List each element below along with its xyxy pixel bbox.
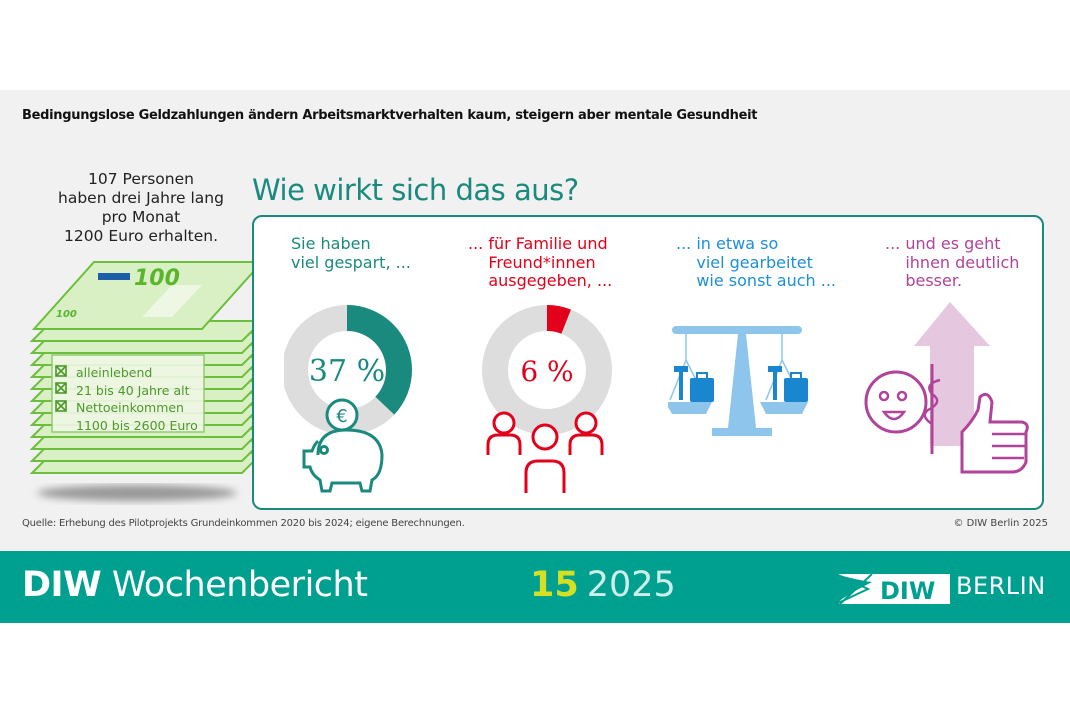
criterion: alleinlebend (76, 365, 153, 380)
criterion: Nettoeinkommen (76, 400, 184, 415)
balance-scale-icon (668, 326, 808, 436)
people-group-icon (486, 411, 604, 493)
issue-number: 15 (530, 565, 579, 605)
intro-line: pro Monat (101, 208, 181, 226)
spending-donut-chart: 6 % (482, 305, 612, 493)
svg-text:€: € (336, 406, 347, 427)
intro-line: 107 Personen (88, 170, 194, 188)
eligibility-criteria: alleinlebend 21 bis 40 Jahre alt Nettoeink… (52, 364, 198, 434)
publication-title: DIW Wochenbericht (22, 565, 368, 605)
piggy-bank-icon (302, 398, 384, 493)
wellbeing-icon (864, 302, 1029, 474)
criterion: 1100 bis 2600 Euro (76, 417, 198, 433)
svg-text:DIW: DIW (880, 577, 935, 605)
effect-caption-spent: ... für Familie und Freund*innen ausgege… (468, 234, 613, 290)
issue-year: 2025 (586, 565, 676, 605)
copyright-note: © DIW Berlin 2025 (953, 518, 1048, 529)
intro-line: haben drei Jahre lang (58, 189, 224, 207)
headline: Bedingungslose Geldzahlungen ändern Arbe… (22, 108, 758, 123)
effects-frame (252, 215, 1044, 510)
criterion: 21 bis 40 Jahre alt (76, 382, 190, 398)
svg-text:100: 100 (134, 266, 180, 291)
svg-text:100: 100 (56, 309, 77, 320)
intro-text: 107 Personen haben drei Jahre lang pro M… (26, 170, 256, 246)
diw-logo-icon: DIW (836, 573, 950, 605)
effect-caption-worked: ... in etwa so viel gearbeitet wie sonst… (676, 234, 836, 290)
brand-bold: DIW (22, 565, 102, 605)
source-note: Quelle: Erhebung des Pilotprojekts Grund… (22, 518, 465, 529)
section-title: Wie wirkt sich das aus? (252, 173, 579, 207)
svg-text:37 %: 37 % (309, 354, 385, 389)
logo-berlin-text: BERLIN (956, 572, 1046, 600)
effect-caption-better: ... und es geht ihnen deutlich besser. (885, 234, 1020, 290)
savings-donut-chart: 37 % € (284, 305, 412, 493)
intro-line: 1200 Euro erhalten. (63, 227, 219, 245)
svg-text:6 %: 6 % (520, 355, 573, 388)
brand-rest: Wochenbericht (101, 565, 368, 605)
effect-caption-saved: Sie haben viel gespart, ... (291, 234, 411, 272)
issue-label: 15 2025 (530, 565, 676, 605)
